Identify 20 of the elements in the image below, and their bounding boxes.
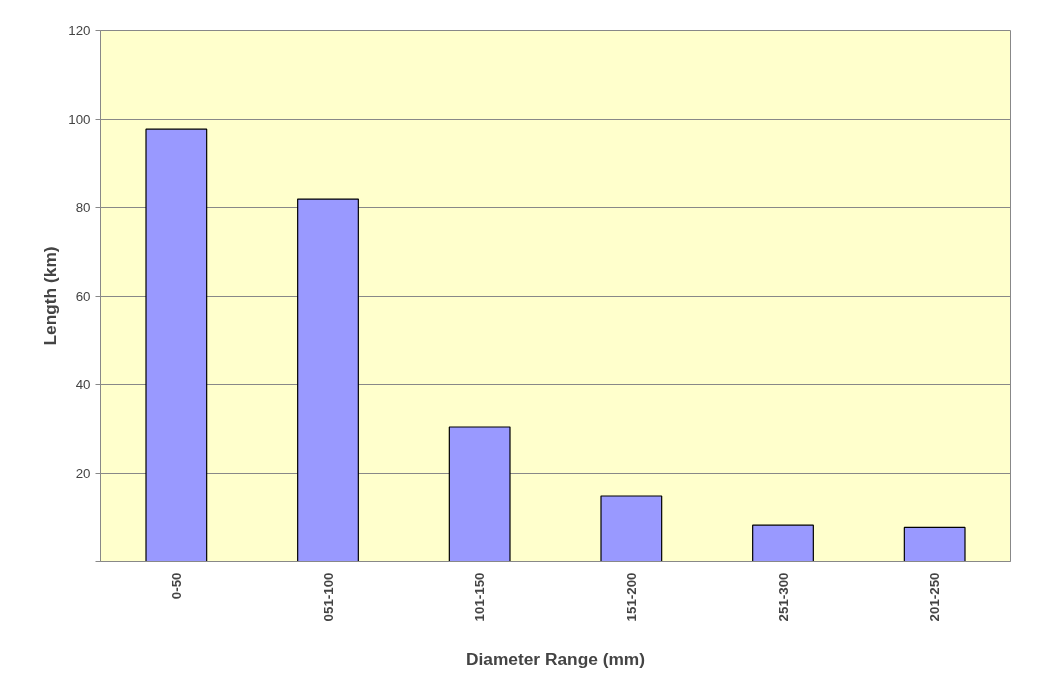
y-tick-label: 60 (75, 288, 91, 304)
bar (903, 526, 966, 562)
y-tick-label: 100 (68, 111, 91, 127)
x-tick-label: 251-300 (775, 572, 791, 622)
y-axis-title: Length (km) (40, 246, 61, 346)
bar (145, 128, 208, 562)
x-tick-label: 201-250 (927, 572, 943, 622)
bar (752, 524, 814, 562)
bar (600, 495, 663, 562)
y-tick-label: 20 (75, 465, 91, 481)
x-tick-label: 151-200 (623, 572, 639, 622)
bar (448, 426, 511, 562)
bar (297, 198, 359, 562)
x-axis-title: Diameter Range (mm) (465, 649, 646, 670)
y-tick-label: 80 (75, 200, 91, 215)
x-tick-label: 101-150 (472, 572, 488, 622)
y-tick-label: 120 (68, 23, 91, 38)
y-tick-label: 40 (75, 377, 91, 392)
x-tick-label: 0-50 (168, 572, 184, 600)
x-tick-label: 051-100 (320, 572, 336, 622)
